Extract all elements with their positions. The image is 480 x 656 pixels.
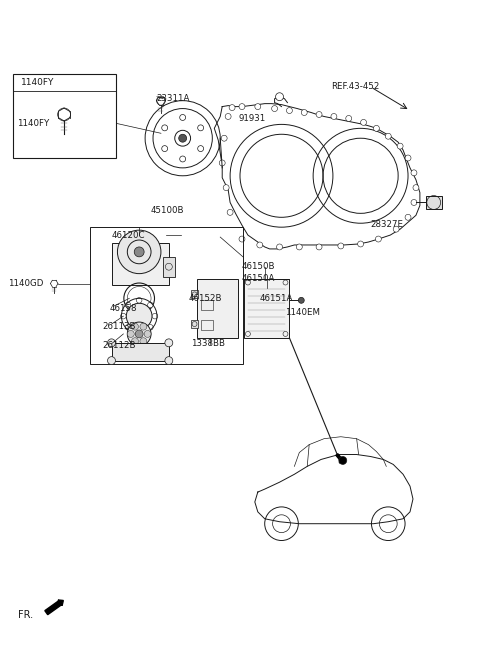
Circle shape (296, 244, 302, 250)
Circle shape (225, 113, 231, 119)
Circle shape (413, 185, 419, 191)
Text: 26112B: 26112B (103, 341, 136, 350)
Circle shape (219, 160, 225, 166)
Circle shape (132, 338, 138, 344)
Text: 46158: 46158 (109, 304, 137, 313)
Circle shape (140, 323, 147, 330)
Circle shape (339, 457, 347, 464)
FancyArrow shape (45, 600, 63, 615)
Circle shape (411, 170, 417, 176)
Circle shape (152, 314, 158, 319)
Circle shape (108, 339, 116, 347)
Circle shape (385, 133, 391, 139)
Circle shape (358, 241, 363, 247)
Circle shape (125, 302, 131, 308)
Circle shape (144, 331, 151, 337)
Bar (426, 195, 442, 209)
Bar (111, 243, 169, 285)
Text: 1140GD: 1140GD (8, 279, 43, 288)
Circle shape (316, 244, 322, 250)
Text: 1140FY: 1140FY (17, 119, 49, 128)
Circle shape (257, 242, 263, 248)
Circle shape (118, 230, 161, 274)
Circle shape (360, 119, 367, 125)
Bar (244, 279, 289, 338)
Circle shape (276, 92, 284, 100)
Circle shape (223, 185, 229, 191)
Circle shape (276, 244, 283, 250)
Bar (191, 291, 199, 298)
FancyArrow shape (336, 454, 345, 464)
Circle shape (132, 323, 138, 330)
Text: 1338BB: 1338BB (191, 339, 225, 348)
Circle shape (125, 325, 131, 330)
Circle shape (165, 357, 173, 365)
Circle shape (239, 104, 245, 110)
Circle shape (120, 314, 126, 319)
Circle shape (316, 112, 322, 117)
Circle shape (375, 236, 381, 242)
Circle shape (147, 302, 153, 308)
Circle shape (227, 209, 233, 215)
Text: REF.43-452: REF.43-452 (331, 82, 379, 91)
Circle shape (331, 113, 337, 119)
Bar (196, 279, 238, 338)
Circle shape (338, 243, 344, 249)
Circle shape (221, 135, 227, 141)
Circle shape (147, 325, 153, 330)
Circle shape (136, 298, 142, 303)
Circle shape (373, 125, 379, 131)
Circle shape (405, 155, 411, 161)
Circle shape (393, 226, 399, 232)
Circle shape (346, 115, 352, 121)
Bar (163, 257, 175, 277)
Circle shape (179, 134, 187, 142)
Circle shape (126, 303, 152, 329)
Circle shape (165, 339, 173, 347)
Text: 46151A: 46151A (260, 294, 293, 303)
Bar (202, 320, 213, 330)
Text: 91931: 91931 (238, 114, 265, 123)
Text: 26113B: 26113B (103, 321, 136, 331)
Text: 1140FY: 1140FY (21, 78, 54, 87)
Bar (12, 74, 117, 158)
Circle shape (272, 106, 277, 112)
Circle shape (255, 104, 261, 110)
Text: FR.: FR. (18, 609, 33, 620)
Circle shape (127, 331, 134, 337)
Text: 1140EM: 1140EM (286, 308, 321, 317)
Bar (191, 320, 199, 328)
Bar (90, 227, 243, 363)
Text: 46152B: 46152B (189, 294, 222, 303)
Circle shape (239, 236, 245, 242)
Circle shape (134, 247, 144, 257)
Circle shape (397, 143, 403, 149)
Circle shape (298, 297, 304, 303)
Text: 46150A: 46150A (242, 274, 276, 283)
Bar (111, 343, 169, 361)
Text: 28327E: 28327E (371, 220, 404, 229)
Circle shape (135, 330, 143, 338)
Circle shape (287, 108, 292, 113)
Circle shape (301, 110, 307, 115)
Circle shape (136, 329, 142, 335)
Bar (202, 300, 213, 310)
Circle shape (108, 357, 116, 365)
Text: 46150B: 46150B (242, 262, 276, 271)
Circle shape (229, 104, 235, 111)
Text: 45100B: 45100B (151, 206, 184, 215)
Circle shape (140, 338, 147, 344)
Circle shape (127, 322, 151, 346)
Text: 23311A: 23311A (156, 94, 189, 103)
Circle shape (405, 215, 411, 220)
Circle shape (411, 199, 417, 205)
Text: 46120C: 46120C (111, 231, 145, 239)
